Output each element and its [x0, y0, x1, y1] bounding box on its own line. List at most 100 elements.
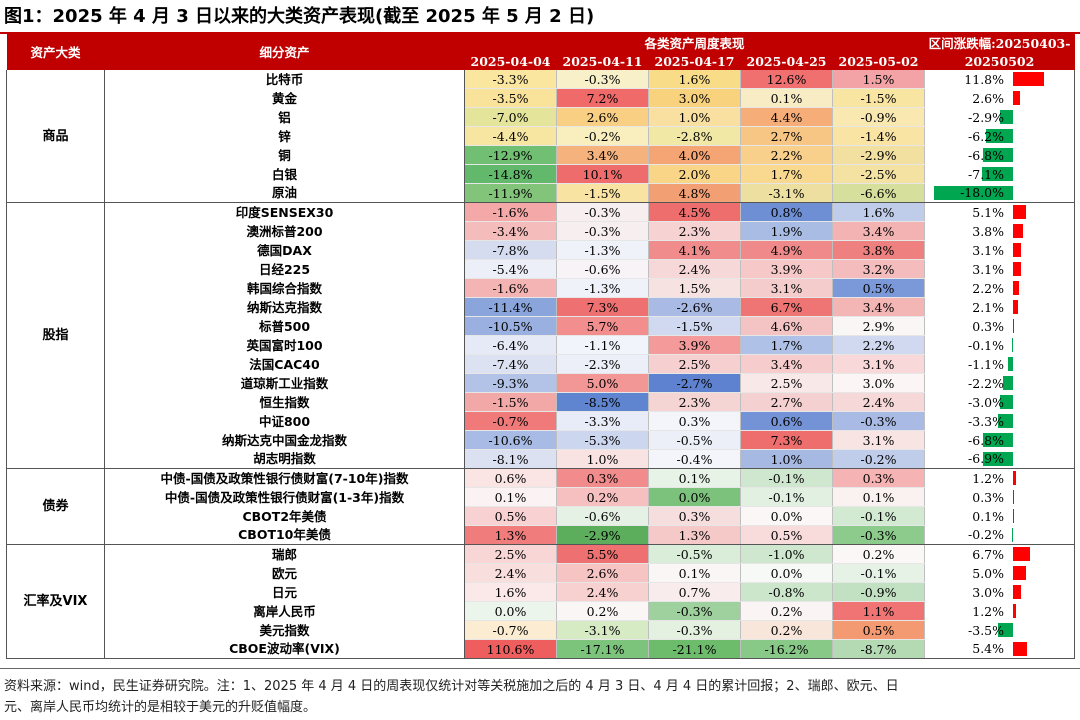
weekly-value: 6.7%	[740, 297, 833, 317]
asset-category: 债券	[6, 468, 105, 545]
table-row: 原油 -11.9% -1.5% 4.8% -3.1% -6.6% -18.0%	[7, 183, 1076, 203]
footnote-line: 元、离岸人民币均统计的是相较于美元的升贬值幅度。	[4, 700, 317, 715]
weekly-value: 1.6%	[464, 582, 557, 602]
table-row: 中债-国债及政策性银行债财富(1-3年)指数 0.1% 0.2% 0.0% -0.1% 0…	[7, 487, 1076, 507]
header-cumulative-line1: 区间涨跌幅:20250403-	[924, 34, 1075, 52]
asset-name: CBOE波动率(VIX)	[104, 639, 465, 659]
weekly-value: -5.3%	[556, 430, 649, 450]
cumulative-value: 5.1%	[972, 204, 1005, 220]
weekly-value: 1.7%	[740, 164, 833, 184]
weekly-value: 2.0%	[648, 164, 741, 184]
asset-name: 日元	[104, 582, 465, 602]
cumulative-value: 3.1%	[972, 261, 1005, 277]
cumulative-bar	[1013, 584, 1021, 599]
cumulative-cell: 0.3%	[924, 316, 1076, 336]
footnote-divider	[0, 668, 1080, 669]
cumulative-value: -6.2%	[968, 128, 1005, 144]
table-body: 商品 比特币 -3.3% -0.3% 1.6% 12.6% 1.5% 11.8% 黄金 -3.5%…	[6, 70, 1076, 659]
cumulative-cell: 3.8%	[924, 221, 1076, 241]
weekly-value: 1.6%	[832, 202, 926, 222]
table-row: 欧元 2.4% 2.6% 0.1% 0.0% -0.1% 5.0%	[7, 563, 1076, 583]
cumulative-value: 5.4%	[972, 641, 1005, 657]
weekly-value: 2.7%	[740, 392, 833, 412]
weekly-value: -1.5%	[648, 316, 741, 336]
weekly-value: 4.4%	[740, 107, 833, 127]
weekly-value: 1.3%	[464, 525, 557, 545]
weekly-value: 2.2%	[832, 335, 926, 355]
header-weekly: 各类资产周度表现	[464, 34, 925, 52]
weekly-value: -6.4%	[464, 335, 557, 355]
cumulative-value: -0.2%	[968, 527, 1005, 543]
weekly-value: 12.6%	[740, 70, 833, 89]
cumulative-value: -6.9%	[968, 451, 1005, 467]
weekly-value: -2.7%	[648, 373, 741, 393]
cumulative-value: 0.3%	[972, 318, 1005, 334]
weekly-value: -3.5%	[464, 88, 557, 108]
asset-name: 欧元	[104, 563, 465, 583]
cumulative-cell: -2.2%	[924, 373, 1076, 393]
cumulative-value: 1.2%	[972, 603, 1005, 619]
weekly-value: -0.3%	[648, 601, 741, 621]
weekly-value: 2.6%	[556, 107, 649, 127]
weekly-value: -0.5%	[648, 544, 741, 564]
asset-name: 道琼斯工业指数	[104, 373, 465, 393]
weekly-value: 5.7%	[556, 316, 649, 336]
asset-name: 铝	[104, 107, 465, 127]
asset-name: 离岸人民币	[104, 601, 465, 621]
cumulative-cell: -3.5%	[924, 620, 1076, 640]
cumulative-bar	[1013, 547, 1031, 561]
weekly-value: 0.3%	[556, 468, 649, 488]
weekly-value: 1.0%	[648, 107, 741, 127]
cumulative-bar	[982, 451, 1013, 466]
cumulative-cell: 3.1%	[924, 240, 1076, 260]
table-row: 商品 比特币 -3.3% -0.3% 1.6% 12.6% 1.5% 11.8%	[6, 70, 1076, 203]
table-row: CBOT2年美债 0.5% -0.6% 0.3% 0.0% -0.1% 0.1%	[7, 506, 1076, 526]
cumulative-cell: 11.8%	[924, 70, 1076, 89]
cumulative-cell: -6.8%	[924, 430, 1076, 450]
weekly-value: -1.4%	[832, 126, 926, 146]
weekly-value: 1.9%	[740, 221, 833, 241]
weekly-value: -7.8%	[464, 240, 557, 260]
footnote: 资料来源：wind，民生证券研究院。注：1、2025 年 4 月 4 日的周表现…	[4, 676, 1076, 718]
asset-name: CBOT2年美债	[104, 506, 465, 526]
cumulative-value: -3.5%	[968, 622, 1005, 638]
cumulative-cell: 1.2%	[924, 601, 1076, 621]
asset-name: 印度SENSEX30	[104, 202, 465, 222]
cumulative-cell: -6.9%	[924, 449, 1076, 469]
weekly-value: 0.3%	[648, 506, 741, 526]
cumulative-bar	[1013, 223, 1023, 238]
asset-name: 法国CAC40	[104, 354, 465, 374]
table-row: 黄金 -3.5% 7.2% 3.0% 0.1% -1.5% 2.6%	[7, 88, 1076, 108]
cumulative-cell: -7.1%	[924, 164, 1076, 184]
cumulative-bar	[933, 185, 1013, 200]
cumulative-bar	[1013, 242, 1022, 257]
weekly-value: 3.1%	[832, 430, 926, 450]
asset-name: 恒生指数	[104, 392, 465, 412]
weekly-value: 2.4%	[556, 582, 649, 602]
cumulative-cell: -2.9%	[924, 107, 1076, 127]
table-row: 汇率及VIX 瑞郎 2.5% 5.5% -0.5% -1.0% 0.2% 6.7%	[6, 544, 1076, 659]
weekly-value: -6.6%	[832, 183, 926, 203]
asset-name: 铜	[104, 145, 465, 165]
table-row: 澳洲标普200 -3.4% -0.3% 2.3% 1.9% 3.4% 3.8%	[7, 221, 1076, 241]
weekly-value: 2.5%	[464, 544, 557, 564]
table-row: 韩国综合指数 -1.6% -1.3% 1.5% 3.1% 0.5% 2.2%	[7, 278, 1076, 298]
cumulative-bar	[1013, 641, 1028, 656]
weekly-value: 5.5%	[556, 544, 649, 564]
table-row: 胡志明指数 -8.1% 1.0% -0.4% 1.0% -0.2% -6.9%	[7, 449, 1076, 469]
cumulative-value: 0.1%	[972, 508, 1005, 524]
weekly-value: 3.0%	[648, 88, 741, 108]
table-row: 标普500 -10.5% 5.7% -1.5% 4.6% 2.9% 0.3%	[7, 316, 1076, 336]
cumulative-value: -2.9%	[968, 109, 1005, 125]
weekly-value: -0.1%	[832, 563, 926, 583]
asset-name: 韩国综合指数	[104, 278, 465, 298]
weekly-value: -0.5%	[648, 430, 741, 450]
table-row: 德国DAX -7.8% -1.3% 4.1% 4.9% 3.8% 3.1%	[7, 240, 1076, 260]
asset-name: 原油	[104, 183, 465, 203]
weekly-value: 0.2%	[740, 620, 833, 640]
asset-category: 汇率及VIX	[6, 544, 105, 659]
weekly-value: 0.1%	[648, 563, 741, 583]
weekly-value: 1.5%	[648, 278, 741, 298]
weekly-value: 7.3%	[556, 297, 649, 317]
weekly-value: 4.1%	[648, 240, 741, 260]
